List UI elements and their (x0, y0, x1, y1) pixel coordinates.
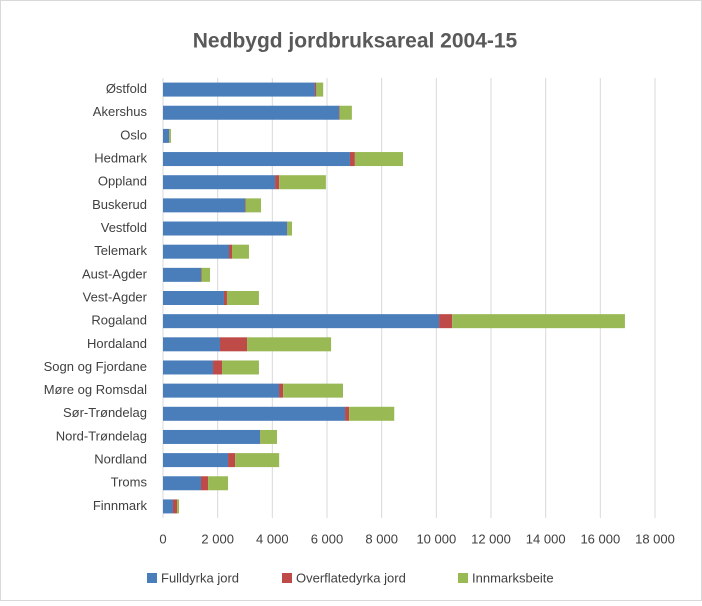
bar-segment (349, 407, 394, 421)
x-tick-label: 14 000 (526, 531, 566, 546)
bar-segment (345, 407, 349, 421)
x-tick-label: 2 000 (201, 531, 234, 546)
x-tick-label: 4 000 (256, 531, 289, 546)
legend-label: Overflatedyrka jord (296, 570, 406, 585)
bar-segment (245, 198, 246, 212)
bar-segment (315, 83, 316, 97)
bar-segment (339, 106, 340, 120)
bar-segment (350, 152, 355, 166)
bar-segment (163, 245, 229, 259)
bar-segment (201, 268, 202, 282)
bar-segment (229, 245, 232, 259)
bar-segment (232, 245, 249, 259)
bar-segment (163, 83, 315, 97)
bar-segment (163, 337, 220, 351)
bar-segment (316, 83, 323, 97)
bar-segment (208, 476, 228, 490)
bar-segment (163, 314, 439, 328)
legend-label: Innmarksbeite (472, 570, 554, 585)
y-tick-label: Akershus (93, 104, 148, 119)
bar-segment (279, 384, 283, 398)
bar-segment (235, 453, 279, 467)
x-tick-label: 10 000 (416, 531, 456, 546)
legend-swatch (282, 573, 292, 583)
bar-segment (227, 291, 259, 305)
bar-segment (177, 499, 179, 513)
y-tick-label: Nord-Trøndelag (56, 428, 147, 443)
bar-segment (163, 291, 224, 305)
y-tick-label: Troms (111, 475, 148, 490)
bar-segment (287, 222, 292, 236)
bar-segment (247, 337, 331, 351)
bar-segment (439, 314, 452, 328)
bar-segment (260, 430, 277, 444)
y-tick-label: Hedmark (94, 150, 147, 165)
bar-segment (246, 198, 261, 212)
bar-segment (355, 152, 403, 166)
y-tick-label: Rogaland (91, 313, 147, 328)
x-tick-label: 8 000 (365, 531, 398, 546)
bar-segment (163, 430, 260, 444)
bar-segment (163, 175, 275, 189)
bar-segment (163, 360, 213, 374)
bar-segment (201, 476, 208, 490)
x-tick-label: 18 000 (635, 531, 675, 546)
y-tick-label: Hordaland (87, 336, 147, 351)
bar-segment (163, 129, 169, 143)
bar-segment (163, 268, 201, 282)
y-tick-label: Oppland (98, 174, 147, 189)
bar-segment (228, 453, 235, 467)
bar-segment (340, 106, 352, 120)
bar-segment (220, 337, 247, 351)
y-tick-label: Østfold (106, 81, 147, 96)
legend-swatch (147, 573, 157, 583)
bar-segment (163, 106, 339, 120)
bar-segment (163, 222, 287, 236)
x-tick-label: 12 000 (471, 531, 511, 546)
bar-segment (222, 360, 259, 374)
y-tick-label: Telemark (94, 243, 147, 258)
y-tick-label: Finnmark (93, 498, 148, 513)
y-tick-label: Sør-Trøndelag (63, 405, 147, 420)
bar-segment (169, 129, 171, 143)
bar-segment (279, 175, 326, 189)
legend-swatch (458, 573, 468, 583)
bar-segment (224, 291, 227, 305)
y-tick-label: Oslo (120, 127, 147, 142)
bar-segment (452, 314, 625, 328)
y-tick-label: Vest-Agder (83, 289, 148, 304)
bar-segment (163, 152, 350, 166)
bar-segment (163, 453, 228, 467)
bar-segment (275, 175, 279, 189)
y-tick-label: Møre og Romsdal (44, 382, 147, 397)
bar-segment (213, 360, 222, 374)
bar-segment (163, 198, 245, 212)
bar-segment (163, 499, 173, 513)
chart-title: Nedbygd jordbruksareal 2004-15 (193, 30, 518, 53)
bar-segment (283, 384, 343, 398)
bar-segment (173, 499, 177, 513)
y-tick-label: Vestfold (101, 220, 147, 235)
legend-label: Fulldyrka jord (161, 570, 239, 585)
y-tick-label: Aust-Agder (82, 266, 148, 281)
x-tick-label: 0 (159, 531, 166, 546)
x-tick-label: 16 000 (580, 531, 620, 546)
bar-segment (163, 407, 345, 421)
bar-segment (163, 476, 201, 490)
bar-segment (202, 268, 210, 282)
bar-segment (163, 384, 279, 398)
x-tick-label: 6 000 (311, 531, 344, 546)
y-tick-label: Sogn og Fjordane (44, 359, 147, 374)
y-tick-label: Buskerud (92, 197, 147, 212)
y-tick-label: Nordland (94, 452, 147, 467)
